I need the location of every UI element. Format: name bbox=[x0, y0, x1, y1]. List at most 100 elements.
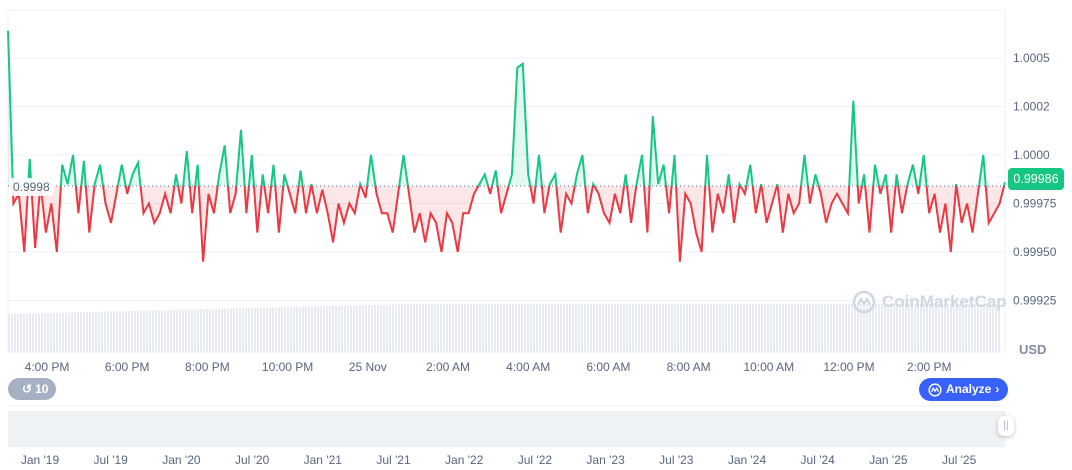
volume-bar bbox=[440, 304, 442, 352]
x-tick-label: 2:00 PM bbox=[907, 360, 952, 374]
volume-bar bbox=[929, 304, 931, 352]
x-tick-label: 25 Nov bbox=[349, 360, 387, 374]
volume-bar bbox=[854, 304, 856, 352]
volume-bar bbox=[419, 304, 421, 352]
volume-bar bbox=[575, 304, 577, 352]
volume-bar bbox=[944, 304, 946, 352]
volume-bar bbox=[74, 312, 76, 352]
volume-bar bbox=[155, 310, 157, 352]
volume-bar bbox=[797, 304, 799, 352]
volume-bar bbox=[386, 304, 388, 352]
volume-bar bbox=[791, 304, 793, 352]
volume-bar bbox=[707, 304, 709, 352]
volume-bar bbox=[86, 312, 88, 352]
volume-bar bbox=[311, 306, 313, 352]
volume-bar bbox=[29, 313, 31, 352]
volume-bar bbox=[449, 304, 451, 352]
price-line-down bbox=[11, 186, 1006, 262]
y-tick-label: 0.99950 bbox=[1013, 245, 1057, 259]
volume-bar bbox=[200, 309, 202, 352]
history-button[interactable]: ↺ 10 bbox=[8, 378, 57, 400]
volume-bar bbox=[746, 304, 748, 352]
volume-bar bbox=[836, 304, 838, 352]
volume-bar bbox=[521, 304, 523, 352]
volume-bar bbox=[965, 304, 967, 352]
volume-bar bbox=[734, 304, 736, 352]
volume-bar bbox=[806, 304, 808, 352]
volume-bar bbox=[737, 304, 739, 352]
volume-bar bbox=[455, 304, 457, 352]
volume-bar bbox=[68, 312, 70, 352]
volume-bar bbox=[932, 304, 934, 352]
volume-bar bbox=[395, 304, 397, 352]
volume-bar bbox=[197, 309, 199, 352]
volume-bar bbox=[161, 310, 163, 352]
volume-bar bbox=[617, 304, 619, 352]
volume-bar bbox=[866, 304, 868, 352]
volume-bar bbox=[242, 308, 244, 352]
volume-bar bbox=[764, 304, 766, 352]
volume-bar bbox=[431, 304, 433, 352]
volume-bar bbox=[407, 304, 409, 352]
volume-bar bbox=[140, 310, 142, 352]
volume-bar bbox=[695, 304, 697, 352]
volume-bar bbox=[179, 309, 181, 352]
navigator-tick-label: Jul '23 bbox=[659, 453, 694, 467]
volume-bar bbox=[173, 309, 175, 352]
navigator-tick-label: Jan '23 bbox=[586, 453, 625, 467]
x-tick-label: 4:00 PM bbox=[25, 360, 70, 374]
volume-bar bbox=[662, 304, 664, 352]
volume-bar bbox=[578, 304, 580, 352]
volume-bar bbox=[857, 304, 859, 352]
volume-bar bbox=[20, 313, 22, 352]
x-tick-label: 10:00 PM bbox=[262, 360, 313, 374]
cmc-logo-icon bbox=[852, 290, 876, 314]
volume-bar bbox=[533, 304, 535, 352]
volume-bar bbox=[878, 304, 880, 352]
history-count: 10 bbox=[35, 382, 49, 396]
volume-bar bbox=[452, 304, 454, 352]
navigator-tick-label: Jul '20 bbox=[235, 453, 270, 467]
volume-bar bbox=[818, 304, 820, 352]
volume-bar bbox=[851, 304, 853, 352]
volume-bar bbox=[326, 306, 328, 352]
volume-bar bbox=[740, 304, 742, 352]
volume-bar bbox=[95, 311, 97, 352]
volume-bar bbox=[443, 304, 445, 352]
volume-bar bbox=[755, 304, 757, 352]
volume-bar bbox=[509, 304, 511, 352]
currency-label: USD bbox=[1019, 342, 1047, 357]
volume-bar bbox=[554, 304, 556, 352]
navigator-tick-label: Jan '24 bbox=[728, 453, 767, 467]
volume-bar bbox=[584, 304, 586, 352]
volume-bar bbox=[512, 304, 514, 352]
volume-bar bbox=[194, 309, 196, 352]
volume-bar bbox=[896, 304, 898, 352]
volume-bar bbox=[848, 304, 850, 352]
volume-bar bbox=[32, 313, 34, 352]
volume-bar bbox=[968, 304, 970, 352]
volume-bar bbox=[425, 304, 427, 352]
volume-bar bbox=[692, 304, 694, 352]
volume-bar bbox=[863, 304, 865, 352]
volume-bar bbox=[308, 306, 310, 352]
volume-bar bbox=[719, 304, 721, 352]
volume-bar bbox=[218, 308, 220, 352]
volume-bar bbox=[803, 304, 805, 352]
volume-bar bbox=[320, 306, 322, 352]
volume-bar bbox=[368, 305, 370, 352]
y-tick-label: 0.99925 bbox=[1013, 294, 1057, 308]
volume-bar bbox=[938, 304, 940, 352]
y-tick-label: 1.0002 bbox=[1013, 100, 1050, 114]
x-tick-label: 4:00 AM bbox=[506, 360, 550, 374]
volume-bar bbox=[500, 304, 502, 352]
navigator-handle[interactable]: || bbox=[998, 416, 1014, 436]
navigator-tick-label: Jan '20 bbox=[162, 453, 201, 467]
volume-bar bbox=[668, 304, 670, 352]
analyze-button[interactable]: Analyze › bbox=[919, 378, 1009, 401]
navigator-area bbox=[8, 411, 1005, 447]
volume-bar bbox=[926, 304, 928, 352]
volume-bar bbox=[902, 304, 904, 352]
volume-bar bbox=[953, 304, 955, 352]
